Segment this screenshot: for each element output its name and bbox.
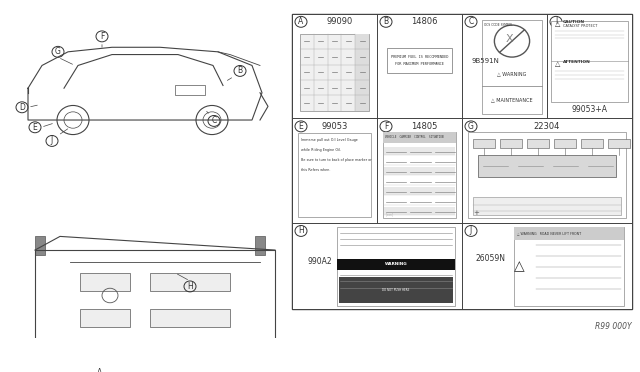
Bar xyxy=(514,227,624,305)
Bar xyxy=(547,14,632,118)
Text: PREMIUM FUEL IS RECOMMENDED: PREMIUM FUEL IS RECOMMENDED xyxy=(391,55,448,59)
Bar xyxy=(175,84,205,96)
Text: 22304: 22304 xyxy=(534,122,560,131)
Bar xyxy=(337,259,455,270)
Bar xyxy=(292,223,462,309)
Text: F: F xyxy=(100,32,104,41)
Text: B: B xyxy=(383,17,388,26)
Bar xyxy=(384,157,455,166)
Text: ATTENTION: ATTENTION xyxy=(563,60,591,64)
Text: G: G xyxy=(468,122,474,131)
Text: Immerse pull out Oil Level Gauge: Immerse pull out Oil Level Gauge xyxy=(301,138,358,142)
Bar xyxy=(608,139,630,148)
Bar xyxy=(551,21,628,102)
Text: [icon]: [icon] xyxy=(386,212,394,217)
Text: while Riding Engine Oil.: while Riding Engine Oil. xyxy=(301,148,341,152)
Bar xyxy=(514,227,624,240)
Text: I: I xyxy=(555,17,557,26)
Text: △ MAINTENANCE: △ MAINTENANCE xyxy=(491,97,533,102)
Text: 14806: 14806 xyxy=(412,17,438,26)
Text: A: A xyxy=(97,368,102,372)
Bar xyxy=(554,139,576,148)
Bar xyxy=(387,48,452,73)
Bar xyxy=(35,236,45,254)
Bar xyxy=(339,277,453,303)
Bar xyxy=(377,14,462,118)
Bar xyxy=(355,33,369,111)
Text: CATALYST PROTECT: CATALYST PROTECT xyxy=(563,25,597,28)
Text: Be sure to turn to back of place marker or: Be sure to turn to back of place marker … xyxy=(301,158,372,162)
Text: 99053+A: 99053+A xyxy=(572,105,607,113)
Bar xyxy=(468,132,626,218)
Text: CAUTION: CAUTION xyxy=(563,20,585,24)
Bar xyxy=(478,155,616,177)
Text: 99053: 99053 xyxy=(321,122,348,131)
Bar xyxy=(384,147,455,155)
Text: FOR MAXIMUM PERFORMANCE: FOR MAXIMUM PERFORMANCE xyxy=(395,62,444,66)
Bar xyxy=(255,236,265,254)
Text: 990A2: 990A2 xyxy=(307,257,332,266)
Text: J: J xyxy=(470,227,472,235)
Bar xyxy=(473,139,495,148)
Text: H: H xyxy=(187,282,193,291)
Text: E: E xyxy=(299,122,303,131)
Bar xyxy=(384,197,455,205)
Text: C: C xyxy=(468,17,474,26)
Text: △: △ xyxy=(555,61,561,67)
Bar xyxy=(581,139,603,148)
Text: 26059N: 26059N xyxy=(476,254,506,263)
Bar xyxy=(383,132,456,218)
Text: 14805: 14805 xyxy=(412,122,438,131)
Bar xyxy=(384,167,455,176)
Text: F: F xyxy=(384,122,388,131)
Text: +: + xyxy=(473,210,479,216)
Text: R99 000Y: R99 000Y xyxy=(595,322,632,331)
Bar xyxy=(384,187,455,196)
Text: 9B591N: 9B591N xyxy=(471,58,499,64)
Text: G: G xyxy=(55,47,61,56)
Bar xyxy=(80,309,130,327)
Text: DO NOT PUSH HERE: DO NOT PUSH HERE xyxy=(382,288,410,292)
Bar xyxy=(462,223,632,309)
Text: △: △ xyxy=(555,20,561,27)
Bar xyxy=(292,118,377,223)
Text: this Refers when.: this Refers when. xyxy=(301,168,330,172)
Text: OCS CODE SYMBOL: OCS CODE SYMBOL xyxy=(484,23,513,27)
Bar xyxy=(255,346,265,364)
Text: A: A xyxy=(298,17,303,26)
Bar xyxy=(150,309,230,327)
Bar xyxy=(377,118,462,223)
Text: △: △ xyxy=(514,259,524,273)
Bar xyxy=(527,139,549,148)
Text: VEHICLE  CARRIER  CONTROL  SITUATION: VEHICLE CARRIER CONTROL SITUATION xyxy=(385,135,444,139)
Bar xyxy=(462,14,547,118)
Bar xyxy=(35,346,45,364)
Text: H: H xyxy=(298,227,304,235)
Text: D: D xyxy=(19,103,25,112)
Bar xyxy=(292,14,377,118)
Text: △ WARNING   ROAD NEVER LIFT FRONT: △ WARNING ROAD NEVER LIFT FRONT xyxy=(517,232,581,236)
Text: WARNING: WARNING xyxy=(385,263,407,266)
Text: B: B xyxy=(237,67,243,76)
Text: △ WARNING: △ WARNING xyxy=(497,71,527,76)
Bar xyxy=(300,33,369,111)
Text: E: E xyxy=(33,123,37,132)
Bar xyxy=(384,177,455,186)
Bar xyxy=(462,118,632,223)
Bar xyxy=(383,132,456,143)
Bar xyxy=(473,197,621,215)
Bar xyxy=(298,133,371,217)
Bar xyxy=(482,20,542,114)
Bar xyxy=(337,227,455,305)
Text: 99090: 99090 xyxy=(326,17,353,26)
Bar xyxy=(292,14,632,309)
Bar xyxy=(150,273,230,291)
Bar xyxy=(500,139,522,148)
Text: J: J xyxy=(51,137,53,145)
Bar xyxy=(80,273,130,291)
Text: C: C xyxy=(211,116,216,125)
Text: X: X xyxy=(505,34,513,44)
Bar xyxy=(384,207,455,215)
